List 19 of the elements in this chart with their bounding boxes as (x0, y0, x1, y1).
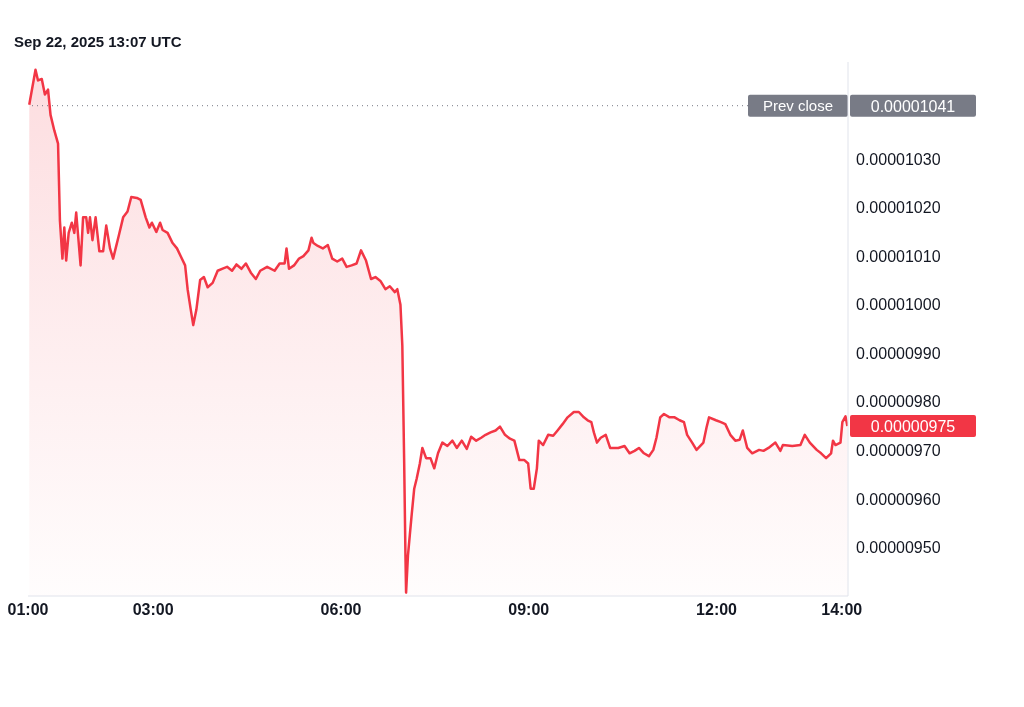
x-tick-label: 12:00 (696, 601, 738, 619)
text: 0.00001041 (870, 97, 956, 115)
x-tick-label: 06:00 (320, 601, 362, 619)
y-tick-label: 0.00001030 (856, 150, 941, 168)
y-tick-label: 0.00001020 (856, 199, 941, 217)
x-tick-label: 03:00 (132, 601, 174, 619)
y-tick-label: 0.00000950 (856, 539, 941, 557)
y-tick-label: 0.00001010 (856, 247, 941, 265)
y-tick-label: 0.00000970 (856, 442, 941, 460)
y-tick-label: 0.00000960 (856, 490, 941, 508)
text: Sep 22, 2025 13:07 UTC (14, 32, 183, 52)
y-tick-label: 0.00000980 (856, 393, 941, 411)
x-tick-label: 14:00 (821, 601, 863, 619)
text: 0.00000975 (870, 418, 956, 436)
ref-line-label: Prev close (762, 96, 834, 114)
y-tick-label: 0.00001000 (856, 296, 941, 314)
x-tick-label: 01:00 (7, 601, 49, 619)
y-tick-label: 0.00000990 (856, 344, 941, 362)
x-tick-label: 09:00 (508, 601, 550, 619)
